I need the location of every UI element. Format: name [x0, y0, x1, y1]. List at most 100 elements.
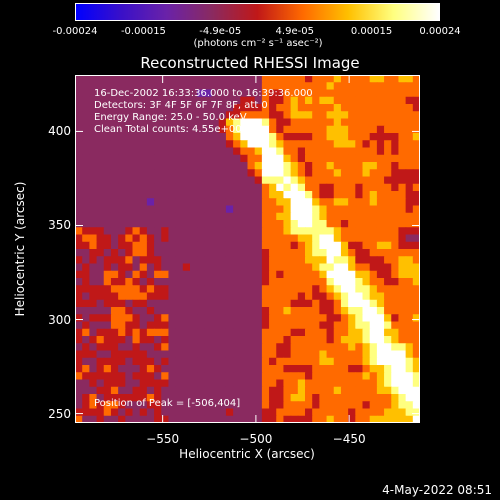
- heatmap-cell: [247, 336, 256, 344]
- heatmap-cell: [297, 307, 306, 315]
- heatmap-cell: [103, 408, 112, 417]
- heatmap-cell: [247, 183, 256, 192]
- heatmap-cell: [118, 191, 126, 199]
- heatmap-cell: [305, 379, 313, 388]
- heatmap-cell: [96, 176, 105, 185]
- heatmap-cell: [348, 343, 356, 352]
- heatmap-cell: [240, 408, 249, 417]
- heatmap-cell: [233, 140, 241, 149]
- heatmap-cell: [211, 278, 220, 286]
- heatmap-cell: [233, 292, 241, 301]
- heatmap-cell: [182, 154, 191, 163]
- heatmap-cell: [240, 314, 249, 323]
- heatmap-cell: [290, 350, 299, 359]
- heatmap-cell: [326, 292, 335, 301]
- heatmap-cell: [333, 386, 342, 395]
- heatmap-cell: [175, 401, 184, 410]
- heatmap-cell: [362, 220, 371, 228]
- heatmap-cell: [96, 350, 105, 359]
- heatmap-cell: [218, 111, 227, 120]
- heatmap-cell: [103, 220, 112, 228]
- heatmap-cell: [211, 198, 220, 207]
- heatmap-cell: [96, 307, 105, 315]
- heatmap-cell: [340, 372, 349, 381]
- heatmap-cell: [161, 96, 170, 105]
- heatmap-cell: [89, 343, 98, 352]
- heatmap-cell: [376, 357, 385, 366]
- heatmap-cell: [384, 169, 392, 178]
- heatmap-cell: [297, 227, 306, 236]
- heatmap-cell: [146, 401, 155, 410]
- heatmap-cell: [132, 292, 141, 301]
- heatmap-cell: [132, 220, 141, 228]
- heatmap-cell: [211, 118, 220, 127]
- heatmap-cell: [398, 379, 407, 388]
- heatmap-cell: [225, 256, 234, 265]
- heatmap-cell: [305, 104, 313, 112]
- heatmap-cell: [312, 234, 320, 243]
- colorbar-tick-label: 4.9e-05: [275, 26, 314, 37]
- heatmap-cell: [355, 263, 364, 272]
- heatmap-cell: [154, 227, 162, 236]
- heatmap-cell: [283, 336, 292, 344]
- heatmap-cell: [182, 328, 191, 337]
- heatmap-cell: [362, 249, 371, 257]
- heatmap-cell: [75, 111, 83, 120]
- heatmap-cell: [391, 401, 400, 410]
- heatmap-cell: [269, 379, 277, 388]
- heatmap-cell: [125, 278, 134, 286]
- heatmap-cell: [175, 169, 184, 178]
- heatmap-cell: [218, 234, 227, 243]
- heatmap-cell: [348, 394, 356, 402]
- heatmap-cell: [276, 292, 285, 301]
- heatmap-cell: [305, 183, 313, 192]
- heatmap-cell: [283, 314, 292, 323]
- heatmap-cell: [139, 343, 148, 352]
- heatmap-cell: [376, 133, 385, 141]
- heatmap-cell: [261, 212, 270, 221]
- heatmap-cell: [269, 241, 277, 250]
- heatmap-cell: [110, 263, 119, 272]
- heatmap-cell: [269, 191, 277, 199]
- heatmap-cell: [391, 241, 400, 250]
- heatmap-cell: [369, 328, 378, 337]
- heatmap-cell: [161, 227, 170, 236]
- heatmap-cell: [75, 118, 83, 127]
- heatmap-cell: [154, 104, 162, 112]
- heatmap-cell: [89, 394, 98, 402]
- heatmap-cell: [247, 328, 256, 337]
- heatmap-cell: [247, 365, 256, 373]
- heatmap-cell: [297, 241, 306, 250]
- heatmap-cell: [146, 147, 155, 156]
- heatmap-cell: [340, 307, 349, 315]
- heatmap-cell: [197, 96, 205, 105]
- heatmap-cell: [154, 263, 162, 272]
- heatmap-cell: [139, 176, 148, 185]
- heatmap-cell: [89, 183, 98, 192]
- heatmap-cell: [146, 321, 155, 330]
- heatmap-cell: [103, 111, 112, 120]
- heatmap-cell: [319, 278, 328, 286]
- heatmap-cell: [340, 241, 349, 250]
- heatmap-cell: [218, 386, 227, 395]
- heatmap-cell: [103, 212, 112, 221]
- heatmap-cell: [405, 336, 414, 344]
- heatmap-cell: [211, 336, 220, 344]
- heatmap-cell: [369, 249, 378, 257]
- heatmap-cell: [261, 118, 270, 127]
- heatmap-cell: [175, 140, 184, 149]
- heatmap-cell: [376, 249, 385, 257]
- heatmap-cell: [290, 336, 299, 344]
- heatmap-cell: [376, 212, 385, 221]
- heatmap-cell: [384, 176, 392, 185]
- heatmap-cell: [218, 408, 227, 417]
- heatmap-cell: [398, 350, 407, 359]
- heatmap-cell: [254, 343, 263, 352]
- heatmap-cell: [132, 75, 141, 83]
- heatmap-cell: [254, 299, 263, 308]
- heatmap-cell: [340, 220, 349, 228]
- heatmap-cell: [218, 394, 227, 402]
- heatmap-cell: [369, 256, 378, 265]
- heatmap-cell: [168, 321, 177, 330]
- heatmap-cell: [283, 227, 292, 236]
